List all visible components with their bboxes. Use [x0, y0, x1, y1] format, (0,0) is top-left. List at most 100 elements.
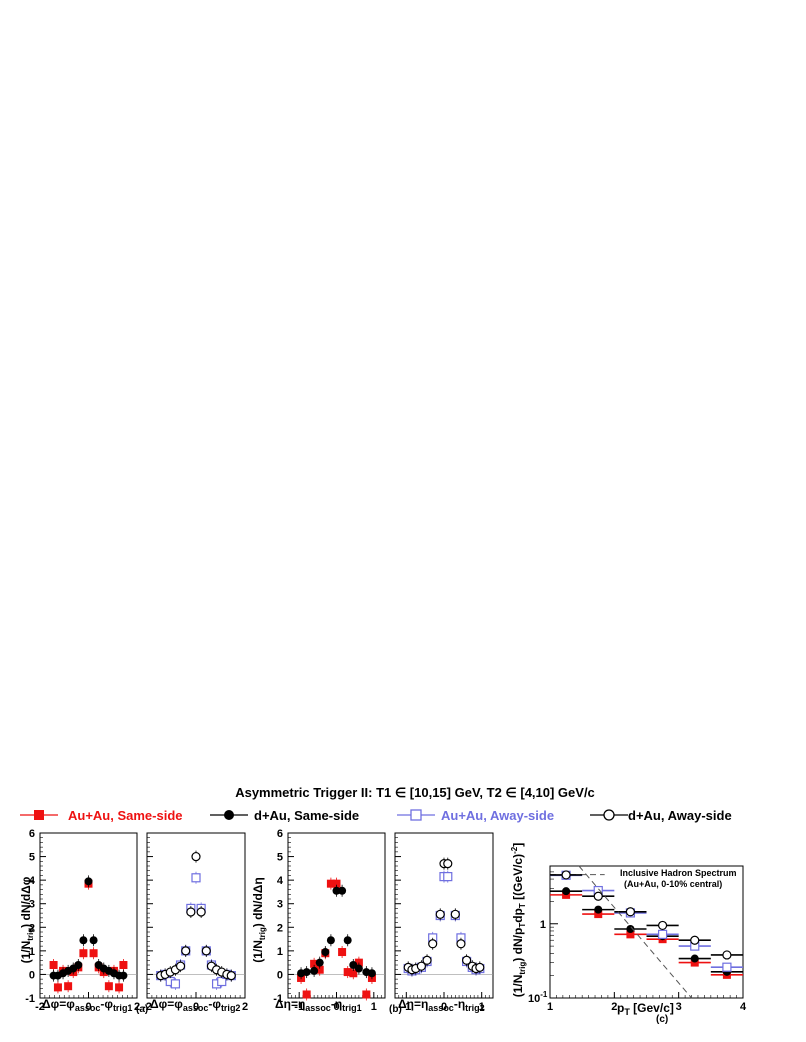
deta_trig1-series-1-point-6 [332, 886, 341, 895]
legend-marker-dau-away [603, 809, 615, 821]
deta_trig1-series-0-point-6 [332, 879, 341, 888]
deta_trig1-series-0-point-9 [349, 969, 358, 978]
x-tick-label-dphi_trig2-2: 2 [242, 1001, 248, 1013]
dphi_trig1-series-0-point-14 [119, 961, 128, 969]
pt_spectra-series-1-point-2 [626, 925, 635, 934]
x-tick-label-dphi_trig1-1: 0 [85, 1001, 91, 1013]
y-tick-label-dphi_trig1-4: 3 [29, 899, 35, 911]
dphi_trig1-series-1-point-7 [84, 877, 93, 886]
deta_trig2-series-1-point-5 [428, 939, 438, 949]
pt_spectra-series-3-point-1 [593, 891, 603, 901]
dphi_trig1-series-0-point-11 [104, 982, 113, 991]
y-tick-label-deta_trig1-3: 2 [277, 922, 283, 934]
x-tick-label-deta_trig1-0: -1 [294, 1001, 304, 1013]
panel-label-b: (b) [389, 1004, 402, 1015]
y-tick-label-dphi_trig1-0: -1 [25, 993, 35, 1005]
dphi_trig1-series-0-point-13 [115, 983, 124, 992]
pt_spectra-series-1 [550, 887, 743, 976]
pt_spectra-series-1-point-4 [690, 954, 699, 963]
deta_trig2-series-1-point-3 [416, 961, 426, 971]
pt_spectra-series-3 [550, 870, 743, 960]
legend-marker-auau-away [410, 809, 422, 821]
pt_spectra-series-3-point-2 [625, 907, 636, 917]
y-tick-label-dphi_trig1-2: 1 [29, 946, 35, 958]
legend-entry-dau-same: d+Au, Same-side [210, 808, 359, 823]
pt_spectra-series-3-point-5 [722, 950, 732, 960]
dphi_trig2-series-1-point-6 [186, 907, 196, 917]
chart-title: Asymmetric Trigger II: T1 ∈ [10,15] GeV,… [235, 785, 595, 800]
y-tick-label-deta_trig1-2: 1 [277, 946, 283, 958]
dphi_trig1-series-0-point-8 [89, 949, 98, 958]
deta_trig2-series-1-point-8 [443, 859, 453, 869]
dphi_trig2-series-1-point-9 [201, 946, 211, 956]
x-tick-label-pt_spectra-2: 3 [676, 1001, 682, 1013]
dphi_trig1-series-1-point-6 [79, 936, 88, 945]
deta_trig2-series-0-point-8 [443, 872, 453, 882]
panel-dphi_trig1: -2 0 2 -1 0 1 2 3 4 5 6 [25, 828, 140, 1013]
xlabel-dphi-trig2: Δφ=φassoc-φtrig2 [150, 997, 240, 1013]
legend-label-auau-same: Au+Au, Same-side [68, 808, 183, 823]
y-tick-label-deta_trig1-5: 4 [277, 875, 284, 887]
y-tick-label-pt_spectra-1: 10-1 [528, 990, 548, 1005]
ylabel-pt: (1/Ntrig) dN/pTdpT [(GeV/c)-2] [510, 843, 527, 997]
y-tick-label-dphi_trig1-5: 4 [29, 875, 36, 887]
deta_trig1-series-0-point-3 [315, 965, 324, 974]
panel-deta_trig1: -1 0 1 -1 0 1 2 3 4 5 6 [273, 828, 386, 1013]
dphi_trig1-series-1 [49, 875, 128, 982]
pt_spectra-series-0-point-1 [594, 910, 603, 919]
y-tick-label-dphi_trig1-7: 6 [29, 828, 35, 840]
panel-label-c: (c) [656, 1014, 668, 1025]
x-tick-label-deta_trig1-2: 1 [371, 1001, 377, 1013]
pt_spectra-series-0-point-2 [626, 930, 635, 939]
deta_trig1-series-1-point-2 [310, 966, 319, 975]
dphi_trig1-series-1-point-5 [74, 961, 83, 969]
panel-dphi_trig2: -2 0 2 [142, 832, 248, 1013]
dphi_trig2-series-1-point-14 [226, 971, 236, 981]
x-tick-label-deta_trig2-1: 0 [441, 1001, 447, 1013]
annotation-centrality: (Au+Au, 0-10% central) [624, 879, 722, 889]
deta_trig2-series-1 [403, 857, 485, 976]
x-tick-label-deta_trig2-2: 1 [479, 1001, 485, 1013]
dphi_trig1-series-1-point-8 [89, 936, 98, 945]
legend: Au+Au, Same-side d+Au, Same-side Au+Au, … [20, 808, 732, 823]
ylabel-deta: (1/Ntrig) dN/dΔη [251, 877, 267, 963]
legend-marker-auau-same [34, 810, 44, 820]
dphi_trig2-series-1-point-7 [191, 851, 201, 862]
legend-entry-dau-away: d+Au, Away-side [590, 808, 732, 823]
legend-label-dau-away: d+Au, Away-side [628, 808, 732, 823]
xlabel-deta-trig1: Δη=ηassoc-ηtrig1 [275, 997, 362, 1013]
legend-label-auau-away: Au+Au, Away-side [441, 808, 554, 823]
ylabel-dphi: (1/Ntrig) dN/dΔφ [19, 876, 35, 963]
deta_trig1-series-0-point-5 [326, 879, 335, 888]
y-tick-label-deta_trig1-1: 0 [277, 969, 283, 981]
dphi_trig1-series-0-point-6 [79, 949, 88, 958]
y-tick-label-deta_trig1-0: -1 [273, 993, 283, 1005]
deta_trig2-series-1-point-14 [475, 962, 485, 972]
deta_trig2-series-1-point-4 [422, 955, 432, 965]
deta_trig1-series-1 [297, 884, 376, 980]
y-tick-label-dphi_trig1-3: 2 [29, 922, 35, 934]
dphi_trig2-series-1 [156, 850, 236, 982]
deta_trig1-series-1-point-8 [343, 936, 352, 945]
dphi_trig1-series-0-point-3 [64, 982, 73, 991]
y-tick-label-deta_trig1-4: 3 [277, 899, 283, 911]
dphi_trig2-series-1-point-5 [181, 946, 191, 956]
y-tick-label-dphi_trig1-1: 0 [29, 969, 35, 981]
x-tick-label-pt_spectra-3: 4 [740, 1001, 747, 1013]
pt_spectra-series-1-point-0 [562, 887, 571, 896]
deta_trig1-series-0-point-11 [362, 990, 371, 999]
panel-deta_trig2: -1 0 1 [394, 832, 494, 1013]
legend-marker-dau-same [224, 810, 234, 820]
dphi_trig2-series-0-point-3 [170, 979, 181, 989]
dphi_trig1-series-0-point-1 [53, 983, 62, 992]
deta_trig1-series-1-point-4 [321, 948, 330, 957]
xlabel-deta-trig2: Δη=ηassoc-ηtrig2 [398, 997, 485, 1013]
deta_trig1-series-1-point-7 [338, 886, 347, 895]
legend-entry-auau-away: Au+Au, Away-side [397, 808, 554, 823]
pt_spectra-series-3-point-3 [657, 920, 668, 931]
deta_trig1-series-0-point-7 [338, 948, 347, 957]
x-tick-label-dphi_trig2-1: 0 [193, 1001, 199, 1013]
